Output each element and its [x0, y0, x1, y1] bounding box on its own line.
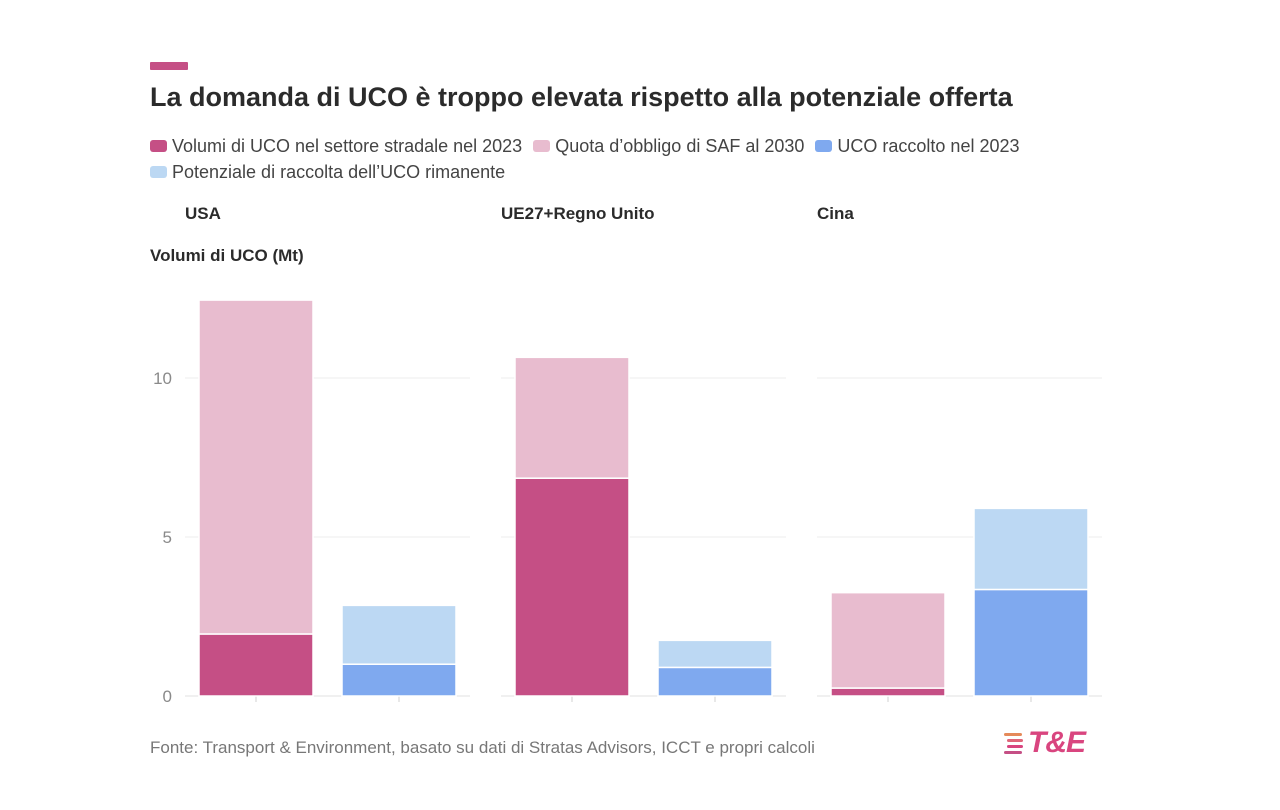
legend-item-remaining-potential: Potenziale di raccolta dell’UCO rimanent… [150, 159, 505, 185]
bar-segment [657, 639, 773, 669]
legend-item-saf-quota: Quota d’obbligo di SAF al 2030 [533, 133, 804, 159]
bar-segment [198, 633, 314, 697]
legend-item-collected-uco: UCO raccolto nel 2023 [815, 133, 1020, 159]
y-tick-label: 10 [153, 369, 172, 388]
legend: Volumi di UCO nel settore stradale nel 2… [150, 133, 1130, 185]
y-axis-label: Volumi di UCO (Mt) [150, 246, 304, 265]
legend-swatch [150, 140, 167, 152]
bar-segment [657, 666, 773, 697]
bar-segment [973, 507, 1089, 591]
legend-item-road-uco: Volumi di UCO nel settore stradale nel 2… [150, 133, 522, 159]
legend-swatch [533, 140, 551, 152]
logo-text: T&E [1028, 726, 1086, 759]
panel-label-usa: USA [185, 204, 221, 223]
bar-segment [198, 299, 314, 635]
panel-label-china: Cina [817, 204, 854, 223]
source-note: Fonte: Transport & Environment, basato s… [150, 738, 815, 757]
chart-title: La domanda di UCO è troppo elevata rispe… [150, 82, 1013, 112]
y-tick-label: 5 [163, 528, 172, 547]
bar-segment [514, 356, 630, 479]
te-logo: T&E [1002, 726, 1086, 760]
panel-label-eu: UE27+Regno Unito [501, 204, 655, 223]
bar-segment [973, 588, 1089, 697]
y-tick-label: 0 [163, 687, 172, 706]
legend-label: Quota d’obbligo di SAF al 2030 [555, 136, 805, 156]
legend-label: Potenziale di raccolta dell’UCO rimanent… [172, 162, 506, 182]
bar-segment [830, 591, 946, 689]
bar-segment [514, 477, 630, 697]
bar-segment [341, 663, 457, 697]
legend-label: UCO raccolto nel 2023 [837, 136, 1020, 156]
legend-swatch [150, 166, 167, 178]
bar-segment [830, 687, 946, 697]
te-stripes-icon [1004, 733, 1023, 754]
legend-swatch [815, 140, 833, 152]
title-accent-bar [150, 62, 188, 70]
legend-label: Volumi di UCO nel settore stradale nel 2… [172, 136, 523, 156]
bar-segment [341, 604, 457, 665]
